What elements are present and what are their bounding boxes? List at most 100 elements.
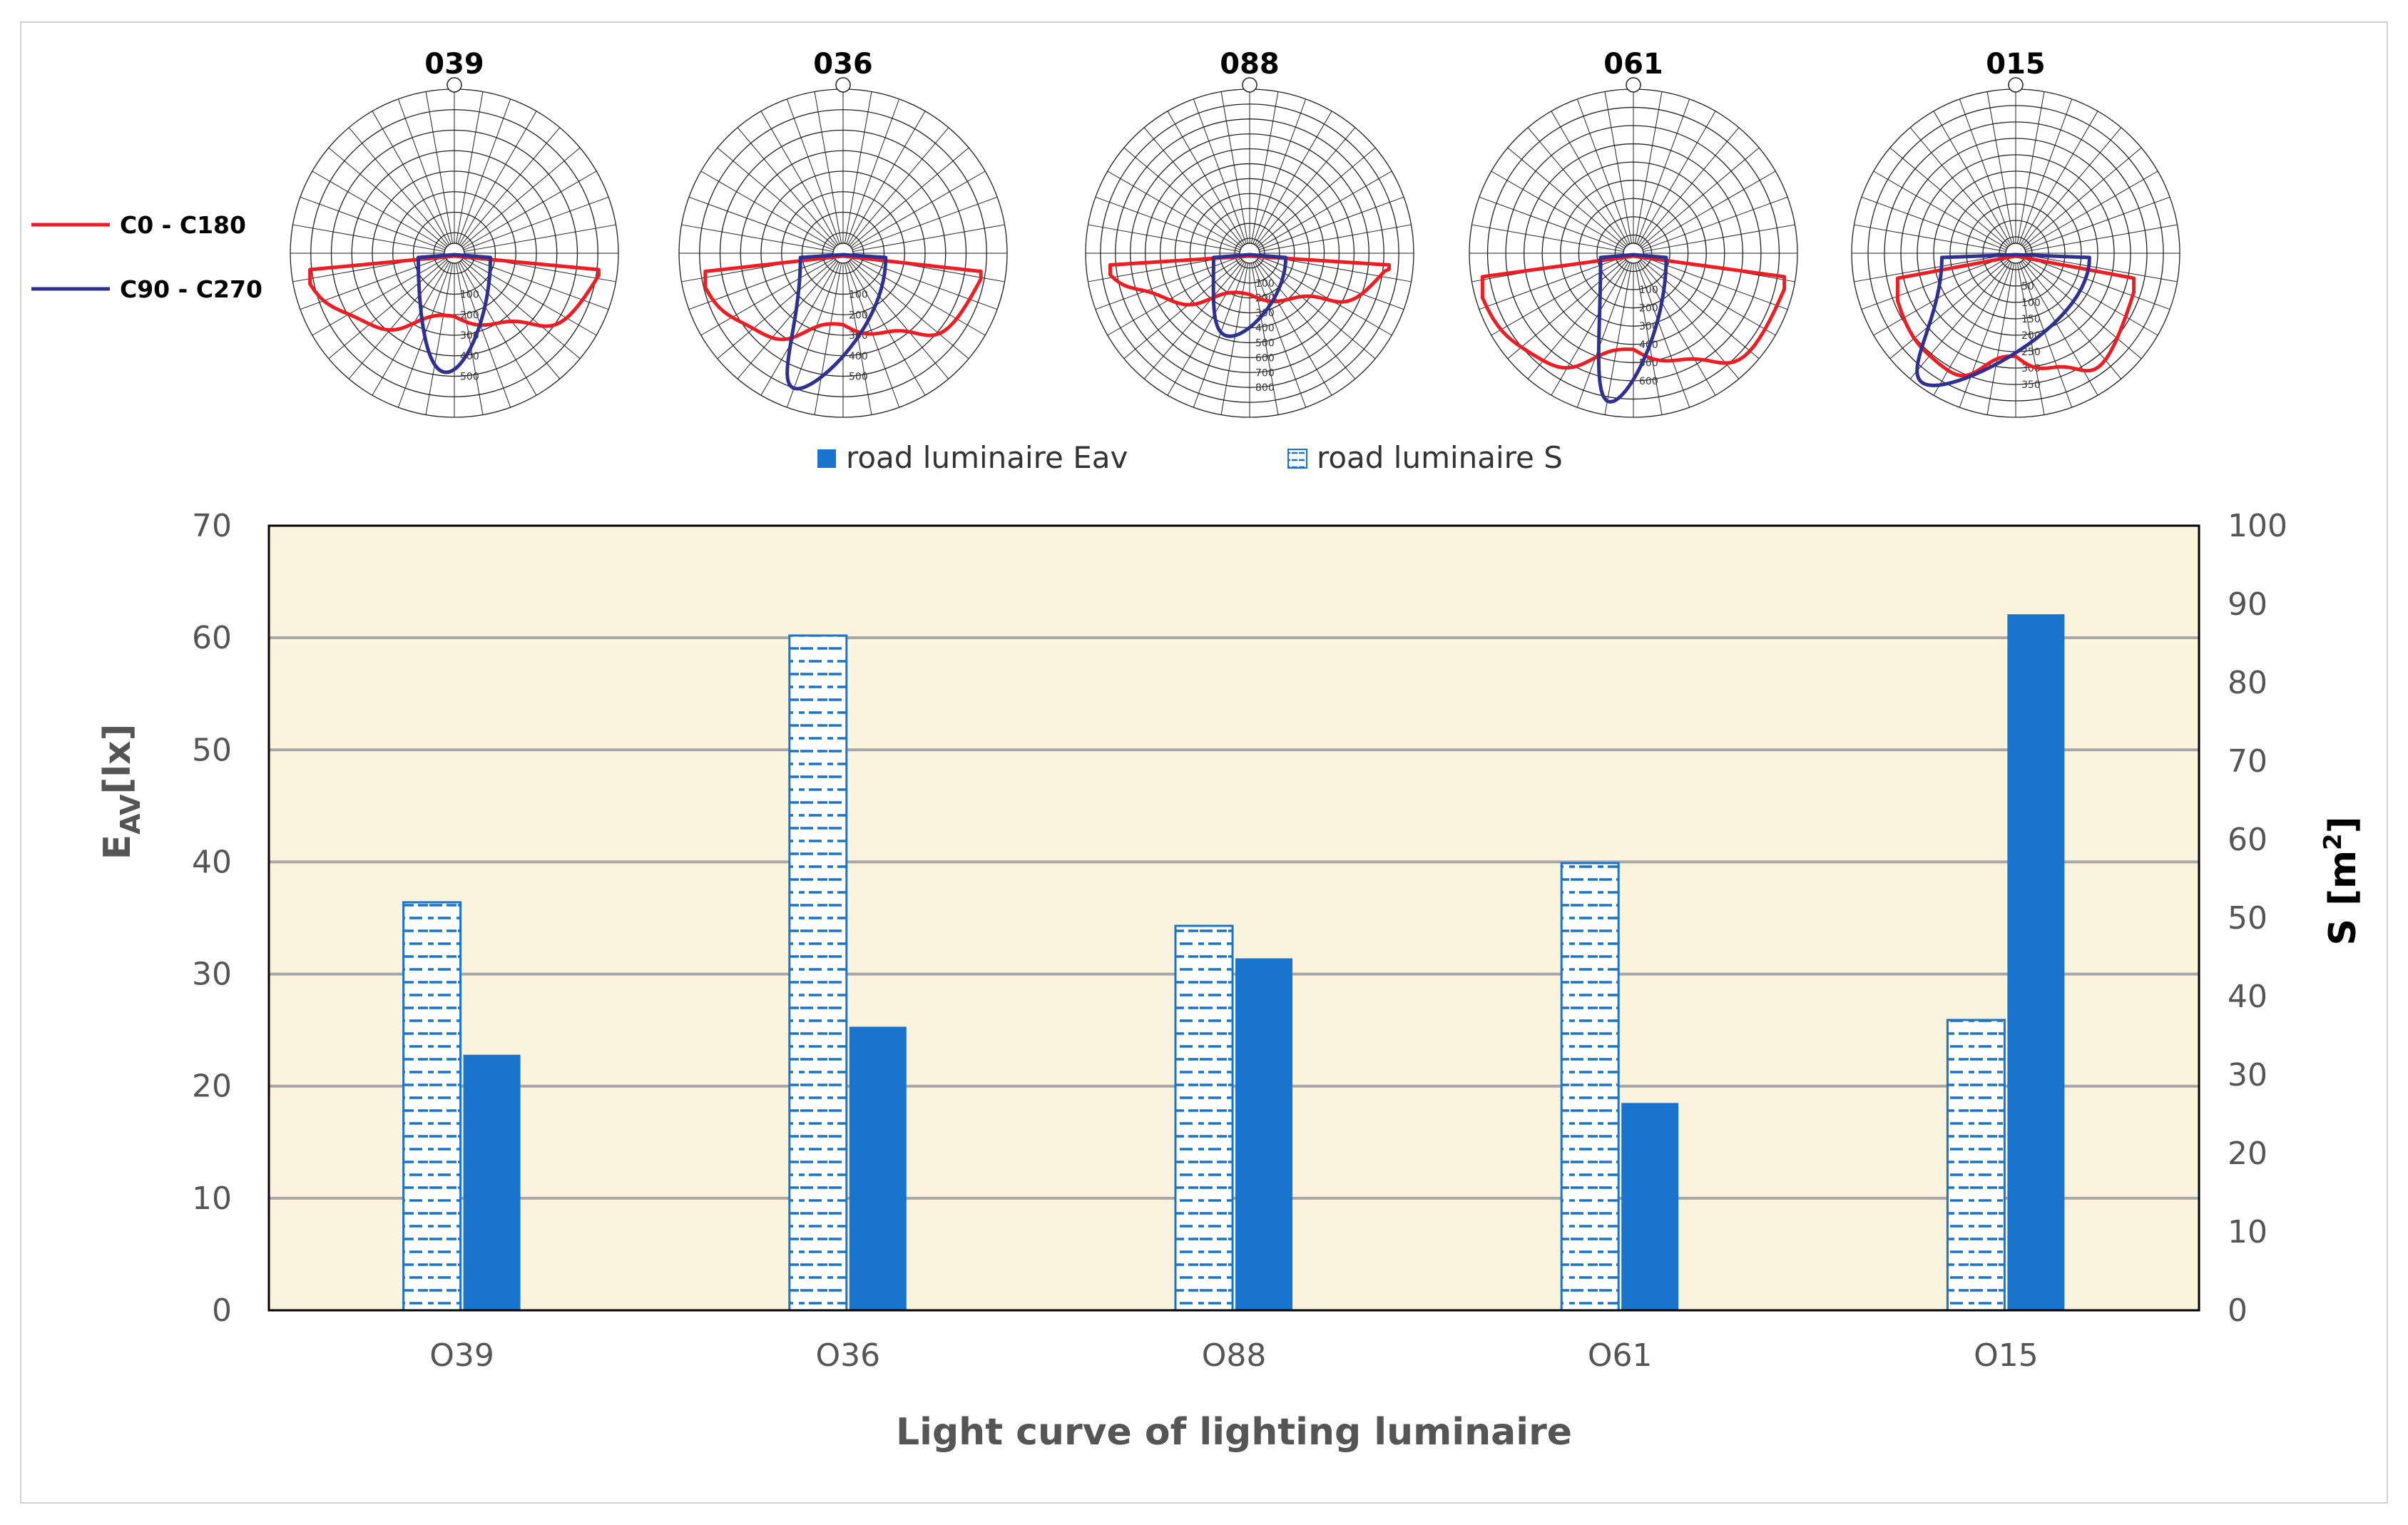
left-axis-title-sub: AV	[115, 794, 146, 835]
polar-spoke	[1507, 147, 1626, 248]
polar-ring-label: 100	[460, 290, 479, 301]
polar-spoke	[1254, 261, 1332, 396]
left-axis-title-main: E	[96, 835, 139, 860]
right-tick-label: 80	[2228, 665, 2267, 701]
polar-ring-label: 350	[2021, 379, 2041, 391]
polar-title: 088	[1220, 48, 1280, 81]
polar-spoke	[1861, 196, 2007, 250]
category-label: O39	[429, 1337, 494, 1374]
right-tick-label: 50	[2228, 900, 2267, 937]
polar-legend: C0 - C180 C90 - C270	[31, 211, 262, 303]
polar-spoke	[2019, 262, 2073, 408]
polar-spoke	[1507, 259, 1626, 359]
polar-diagrams: 0391002003004005000361002003004005000881…	[290, 48, 2180, 418]
polar-spoke	[846, 98, 900, 245]
left-tick-label: 60	[192, 620, 232, 656]
plot-area	[267, 524, 2200, 1312]
polar-spoke	[1257, 147, 1376, 248]
left-tick-label: 0	[212, 1292, 232, 1329]
polar-ring-label: 200	[849, 310, 868, 321]
polar-spoke	[328, 147, 447, 248]
curve-c90-c270	[785, 253, 888, 391]
polar-spoke	[1527, 127, 1628, 246]
polar-spoke	[1167, 261, 1245, 396]
polar-ring-label: 250	[2021, 347, 2041, 358]
polar-spoke	[1143, 127, 1244, 246]
polar-spoke	[1255, 260, 1356, 379]
right-axis-title-sup: 2	[2319, 833, 2347, 850]
right-tick-label: 30	[2228, 1057, 2267, 1093]
curve-c0-c180	[1480, 254, 1787, 370]
polar-spoke	[312, 170, 447, 249]
polar-spoke	[1551, 111, 1629, 245]
polar-ring-label: 200	[460, 310, 479, 321]
polar-ring-label: 100	[1639, 285, 1658, 296]
polar-ring-label: 700	[1255, 367, 1275, 379]
right-tick-label: 60	[2228, 822, 2267, 858]
curve-c0-c180	[308, 254, 601, 332]
right-tick-label: 70	[2228, 743, 2267, 780]
bar-s-o88	[1174, 924, 1234, 1312]
polar-spoke	[1220, 262, 1249, 415]
luminaire-icon	[447, 77, 462, 93]
curve-c0-c180	[1895, 254, 2136, 378]
polar-spoke	[760, 261, 839, 396]
polar-spoke	[1095, 196, 1241, 250]
polar-spoke	[1255, 127, 1356, 246]
bar-eav-o39	[463, 1054, 521, 1310]
polar-spoke	[849, 260, 949, 379]
polar-spoke	[2023, 259, 2142, 359]
polar-spoke	[1639, 260, 1740, 379]
polar-spoke	[849, 127, 949, 246]
left-axis-title: EAV[lx]	[96, 724, 146, 860]
right-tick-label: 20	[2228, 1136, 2267, 1172]
polar-spoke	[852, 196, 998, 250]
polar-spoke	[1604, 262, 1633, 415]
polar-ring-label: 600	[1255, 352, 1275, 364]
polar-spoke	[1638, 111, 1716, 245]
polar-spoke	[1642, 196, 1788, 250]
polar-spoke	[2024, 256, 2170, 310]
polar-spoke	[1095, 256, 1241, 310]
polar-spoke	[1889, 259, 2009, 359]
polar-spoke	[1641, 170, 1776, 249]
polar-title: 036	[813, 48, 873, 81]
polar-spoke	[1638, 261, 1716, 396]
polar-spoke	[463, 256, 609, 310]
polar-spoke	[850, 147, 969, 248]
polar-spoke	[2024, 257, 2158, 336]
left-tick-label: 10	[192, 1180, 232, 1217]
polar-spoke	[455, 262, 484, 415]
right-tick-label: 0	[2228, 1292, 2248, 1329]
polar-ring-label: 200	[1639, 303, 1658, 315]
right-tick-label: 10	[2228, 1214, 2267, 1250]
polar-spoke	[372, 261, 450, 396]
polar-spoke	[1254, 111, 1332, 245]
category-label: O88	[1202, 1337, 1267, 1374]
polar-ring-label: 100	[2021, 297, 2041, 309]
polar-spoke	[1986, 262, 2015, 415]
polar-spoke	[2020, 261, 2098, 396]
left-tick-label: 40	[192, 844, 232, 880]
right-axis-title-close: ]	[2322, 817, 2364, 834]
polar-spoke	[700, 257, 835, 336]
curve-c90-c270	[1596, 253, 1668, 404]
polar-legend-label-red: C0 - C180	[120, 211, 246, 239]
polar-spoke	[1551, 261, 1629, 396]
polar-spoke	[1933, 111, 2011, 245]
curve-c90-c270	[416, 253, 493, 374]
polar-spoke	[312, 257, 447, 336]
bar-s-o36	[788, 634, 848, 1312]
polar-spoke	[461, 259, 581, 359]
polar-spoke	[850, 259, 969, 359]
polar-spoke	[737, 260, 837, 379]
legend-swatch-eav	[817, 449, 836, 468]
polar-spoke	[1491, 170, 1626, 249]
polar-spoke	[425, 262, 454, 415]
polar-spoke	[459, 261, 537, 396]
polar-spoke	[461, 147, 581, 248]
polar-spoke	[1604, 91, 1633, 244]
